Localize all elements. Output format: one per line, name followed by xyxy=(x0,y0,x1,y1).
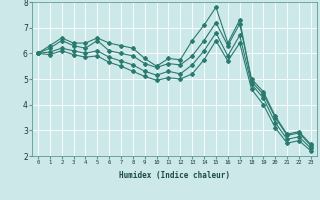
X-axis label: Humidex (Indice chaleur): Humidex (Indice chaleur) xyxy=(119,171,230,180)
